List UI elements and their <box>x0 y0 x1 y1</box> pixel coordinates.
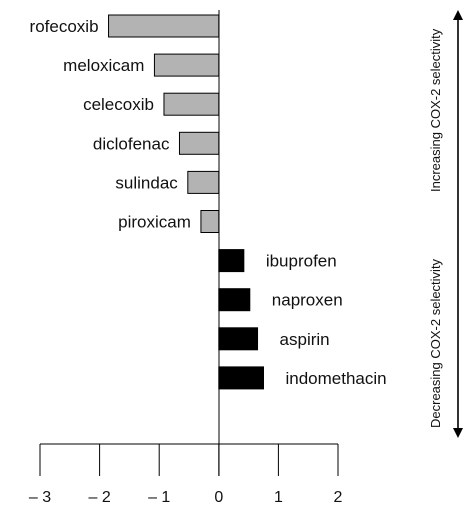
label-ibuprofen: ibuprofen <box>266 252 337 271</box>
increasing-selectivity-label: Increasing COX-2 selectivity <box>428 28 443 192</box>
x-tick-label-0: – 3 <box>29 489 51 506</box>
bar-celecoxib <box>163 92 220 116</box>
x-axis-ticks: – 3 – 2 – 1 0 1 2 <box>29 444 343 506</box>
x-tick-label-1: – 2 <box>88 489 110 506</box>
bar-diclofenac <box>178 131 220 155</box>
label-naproxen: naproxen <box>272 291 343 310</box>
decreasing-selectivity-label: Decreasing COX-2 selectivity <box>428 258 443 428</box>
label-diclofenac: diclofenac <box>93 134 170 153</box>
label-celecoxib: celecoxib <box>83 95 154 114</box>
bar-sulindac <box>187 170 220 194</box>
bar-rofecoxib <box>108 14 220 38</box>
bar-meloxicam <box>153 53 220 77</box>
x-tick-label-4: 1 <box>274 489 283 506</box>
label-sulindac: sulindac <box>115 173 178 192</box>
bar-aspirin <box>218 327 259 351</box>
x-tick-label-2: – 1 <box>148 489 170 506</box>
bar-indomethacin <box>218 366 265 390</box>
x-tick-label-3: 0 <box>214 489 223 506</box>
bar-piroxicam <box>200 210 220 233</box>
x-tick-label-5: 2 <box>334 489 343 506</box>
label-indomethacin: indomethacin <box>286 369 387 388</box>
label-aspirin: aspirin <box>280 330 330 349</box>
label-piroxicam: piroxicam <box>118 213 191 232</box>
label-meloxicam: meloxicam <box>63 56 144 75</box>
bar-naproxen <box>218 288 251 312</box>
bar-ibuprofen <box>218 249 245 273</box>
label-rofecoxib: rofecoxib <box>30 17 99 36</box>
drug-labels: rofecoxib meloxicam celecoxib diclofenac sul… <box>30 17 387 388</box>
